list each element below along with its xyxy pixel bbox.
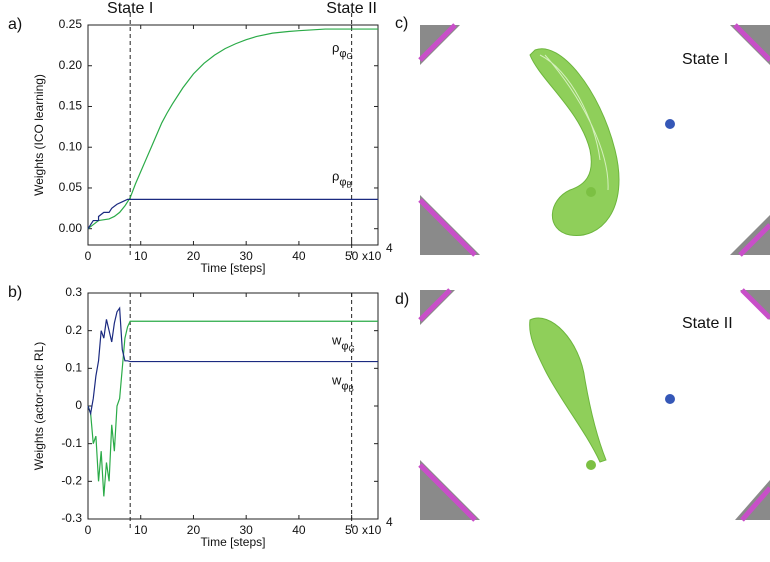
panel-label: b) — [8, 284, 22, 301]
x-tick-label: 50 — [345, 523, 359, 537]
series-label-part: φ — [339, 176, 346, 188]
series-label-part: ρ — [332, 169, 339, 184]
panel-title: State II — [682, 315, 733, 332]
trajectory-highlight — [539, 54, 609, 191]
x-tick-label: 10 — [134, 249, 148, 263]
x-tick-label: 20 — [187, 523, 201, 537]
series-label-part: φ — [341, 340, 348, 352]
agent — [586, 460, 596, 470]
x-tick-label: 10 — [134, 523, 148, 537]
series-line — [87, 28, 378, 230]
series-label: wφB — [331, 373, 354, 394]
x-scale-exponent: 4 — [386, 515, 393, 529]
y-axis-label: Weights (actor-critic RL) — [32, 342, 46, 470]
series-label: ρφG — [332, 41, 353, 62]
series-label-part: w — [331, 333, 342, 348]
y-tick-label: 0.3 — [65, 285, 82, 299]
y-tick-label: 0.1 — [65, 361, 82, 375]
series-label-part: φ — [339, 48, 346, 60]
panel-d: State II d) — [395, 288, 770, 522]
corner — [730, 25, 770, 65]
y-tick-label: 0.2 — [65, 323, 82, 337]
y-tick-label: 0.00 — [59, 221, 83, 235]
y-tick-label: -0.3 — [61, 511, 82, 525]
agent — [586, 187, 596, 197]
x-tick-label: 40 — [292, 523, 306, 537]
state-label: State II — [326, 0, 377, 17]
y-axis-label: Weights (ICO learning) — [32, 74, 46, 196]
corner-edge — [740, 486, 770, 522]
x-axis-label: Time [steps] — [201, 535, 266, 549]
corner-edge — [418, 23, 457, 62]
corner — [420, 195, 480, 255]
panel-title: State I — [682, 51, 728, 68]
x-tick-label: 40 — [292, 249, 306, 263]
blue-target — [665, 394, 675, 404]
series-line — [87, 306, 378, 416]
series-label: ρφB — [332, 169, 352, 190]
panel-label: d) — [395, 291, 409, 308]
series-label-part: φ — [341, 380, 348, 392]
corner — [420, 25, 460, 65]
corner — [420, 460, 480, 520]
y-tick-label: 0.25 — [59, 17, 83, 31]
x-scale-label: x10 — [362, 249, 382, 263]
x-axis-label: Time [steps] — [201, 261, 266, 275]
x-scale-label: x10 — [362, 523, 382, 537]
x-tick-label: 30 — [240, 249, 254, 263]
panel-c: State I c) — [395, 15, 770, 257]
series-label-part: B — [349, 385, 354, 394]
series-label-part: w — [331, 373, 342, 388]
state-label: State I — [107, 0, 153, 17]
corner-edge — [418, 463, 477, 522]
y-tick-label: 0.20 — [59, 58, 83, 72]
chart: -0.3 -0.2 -0.1 0 0.1 0.2 0.3 0 10 20 30 40 50 Time [s… — [8, 284, 393, 549]
y-tick-label: -0.2 — [61, 474, 82, 488]
series-line — [87, 198, 378, 230]
x-tick-label: 0 — [85, 523, 92, 537]
x-tick-label: 0 — [85, 249, 92, 263]
corner — [420, 290, 455, 325]
y-tick-label: 0 — [75, 398, 82, 412]
blue-target — [665, 119, 675, 129]
x-tick-label: 50 — [345, 249, 359, 263]
y-tick-label: 0.15 — [59, 99, 83, 113]
x-tick-label: 30 — [240, 523, 254, 537]
x-tick-label: 20 — [187, 249, 201, 263]
corner-edge — [733, 23, 770, 62]
corner-edge — [418, 288, 452, 322]
corner-edge — [418, 198, 477, 257]
panel-label: a) — [8, 16, 22, 33]
trajectories — [529, 48, 620, 237]
series-label-part: G — [347, 52, 353, 61]
y-tick-label: 0.10 — [59, 139, 83, 153]
series-label: wφG — [331, 333, 355, 354]
series-label-part: ρ — [332, 41, 339, 56]
corner — [730, 215, 770, 255]
corner-edge — [740, 288, 770, 320]
y-tick-label: 0.05 — [59, 180, 83, 194]
corner — [735, 480, 770, 520]
trajectories — [529, 317, 607, 463]
panel-label: c) — [395, 15, 408, 32]
series-label-part: B — [347, 180, 352, 189]
y-tick-label: -0.1 — [61, 436, 82, 450]
x-scale-exponent: 4 — [386, 241, 393, 255]
corner-edge — [738, 223, 770, 257]
chart: 0.00 0.05 0.10 0.15 0.20 0.25 0 10 20 30 40 50 Time … — [8, 0, 393, 275]
series-label-part: G — [349, 344, 355, 353]
series-line — [87, 320, 378, 497]
plot-frame — [87, 24, 379, 246]
plot-frame — [87, 292, 379, 520]
